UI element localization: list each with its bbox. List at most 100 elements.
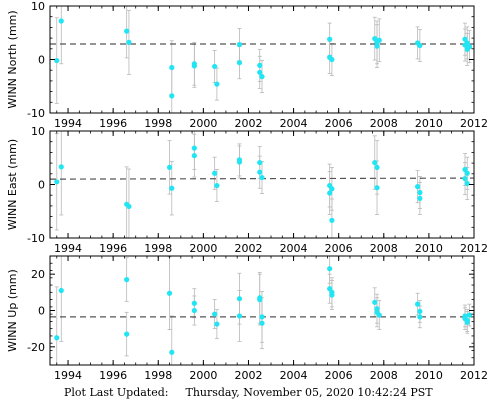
data-point — [462, 36, 468, 42]
data-point — [126, 203, 132, 210]
footer-label: Plot Last Updated: — [64, 386, 169, 399]
x-tick-label: 2008 — [370, 369, 398, 382]
data-point — [257, 62, 263, 68]
x-tick-label: 1996 — [99, 369, 127, 382]
footer: Plot Last Updated: Thursday, November 05… — [64, 386, 433, 399]
data-point — [374, 185, 380, 191]
footer-datetime: Thursday, November 05, 2020 10:42:24 PST — [185, 386, 433, 399]
data-point — [417, 314, 423, 320]
data-point — [417, 189, 423, 196]
data-point — [169, 64, 175, 71]
data-point — [374, 164, 380, 170]
data-point — [327, 36, 333, 42]
data-point — [124, 277, 130, 283]
y-tick-label: 10 — [31, 0, 45, 13]
y-tick-label: -20 — [27, 341, 45, 354]
y-tick-label: -10 — [27, 107, 45, 120]
data-point — [166, 290, 173, 296]
x-tick-label: 2012 — [460, 117, 488, 130]
data-point — [462, 166, 468, 173]
x-tick-label: 1996 — [99, 242, 127, 255]
data-point — [214, 321, 220, 327]
data-point — [236, 313, 243, 319]
data-point — [259, 314, 265, 320]
data-point — [212, 311, 218, 317]
data-point — [259, 174, 265, 181]
data-point — [54, 179, 60, 185]
data-point — [374, 43, 380, 49]
data-point — [417, 195, 423, 202]
data-point — [376, 37, 382, 43]
data-point — [464, 40, 470, 46]
plot-frame — [49, 5, 475, 114]
data-point — [257, 169, 263, 175]
x-tick-label: 1998 — [144, 369, 172, 382]
x-tick-label: 2008 — [370, 242, 398, 255]
y-tick-label: 20 — [31, 268, 45, 281]
data-point — [329, 292, 335, 298]
data-point — [191, 307, 197, 314]
y-axis-title: WINN Up (mm) — [6, 269, 19, 352]
x-tick-label: 1994 — [54, 242, 82, 255]
x-tick-label: 2006 — [325, 117, 353, 130]
data-point — [191, 63, 197, 69]
x-tick-label: 1996 — [99, 117, 127, 130]
panel-2: -10 0 10 1994 1996 1998 2000 2002 2004 2006 2008 20… — [6, 125, 488, 255]
x-tick-label: 2010 — [415, 117, 443, 130]
y-tick-label: 10 — [31, 125, 45, 138]
data-point — [212, 170, 218, 176]
data-point — [191, 300, 197, 306]
data-point — [464, 170, 470, 176]
data-point — [58, 287, 64, 294]
x-tick-label: 2000 — [189, 242, 217, 255]
panel-data — [50, 131, 474, 238]
y-tick-label: 0 — [38, 179, 45, 192]
data-point — [169, 93, 175, 99]
data-point — [58, 18, 64, 24]
data-point — [372, 299, 378, 305]
data-point — [415, 184, 421, 190]
panel-3: -20 0 20 1994 1996 1998 2000 2002 2004 2006 2008 20… — [6, 255, 488, 382]
data-point — [169, 349, 175, 355]
x-tick-label: 2002 — [234, 242, 262, 255]
data-point — [374, 306, 380, 312]
x-tick-label: 2006 — [325, 369, 353, 382]
y-axis-title: WINN North (mm) — [6, 10, 19, 108]
data-point — [236, 296, 243, 302]
x-tick-label: 1998 — [144, 242, 172, 255]
data-point — [376, 312, 382, 318]
data-point — [236, 41, 243, 48]
panel-data — [50, 256, 474, 365]
x-tick-label: 2008 — [370, 117, 398, 130]
data-point — [372, 36, 378, 42]
x-tick-label: 1994 — [54, 369, 82, 382]
x-tick-label: 2012 — [460, 242, 488, 255]
x-tick-label: 2012 — [460, 369, 488, 382]
x-tick-label: 2004 — [280, 117, 308, 130]
data-point — [169, 185, 175, 191]
x-tick-label: 2000 — [189, 369, 217, 382]
data-point — [259, 74, 265, 80]
y-tick-label: 0 — [38, 305, 45, 318]
data-point — [58, 164, 64, 170]
data-point — [214, 182, 220, 189]
y-tick-label: 0 — [38, 54, 45, 67]
x-tick-label: 2002 — [234, 117, 262, 130]
data-point — [212, 63, 218, 70]
panel-data — [50, 6, 474, 113]
x-tick-label: 2010 — [415, 242, 443, 255]
data-point — [415, 301, 421, 307]
data-point — [417, 42, 423, 49]
data-point — [466, 44, 473, 50]
x-tick-label: 1994 — [54, 117, 82, 130]
data-point — [214, 81, 220, 87]
x-tick-label: 2006 — [325, 242, 353, 255]
data-point — [329, 186, 335, 192]
data-point — [372, 159, 378, 166]
data-point — [124, 28, 130, 34]
y-tick-label: -10 — [27, 232, 45, 245]
data-point — [54, 57, 60, 64]
data-point — [417, 308, 423, 315]
data-point — [257, 159, 263, 166]
